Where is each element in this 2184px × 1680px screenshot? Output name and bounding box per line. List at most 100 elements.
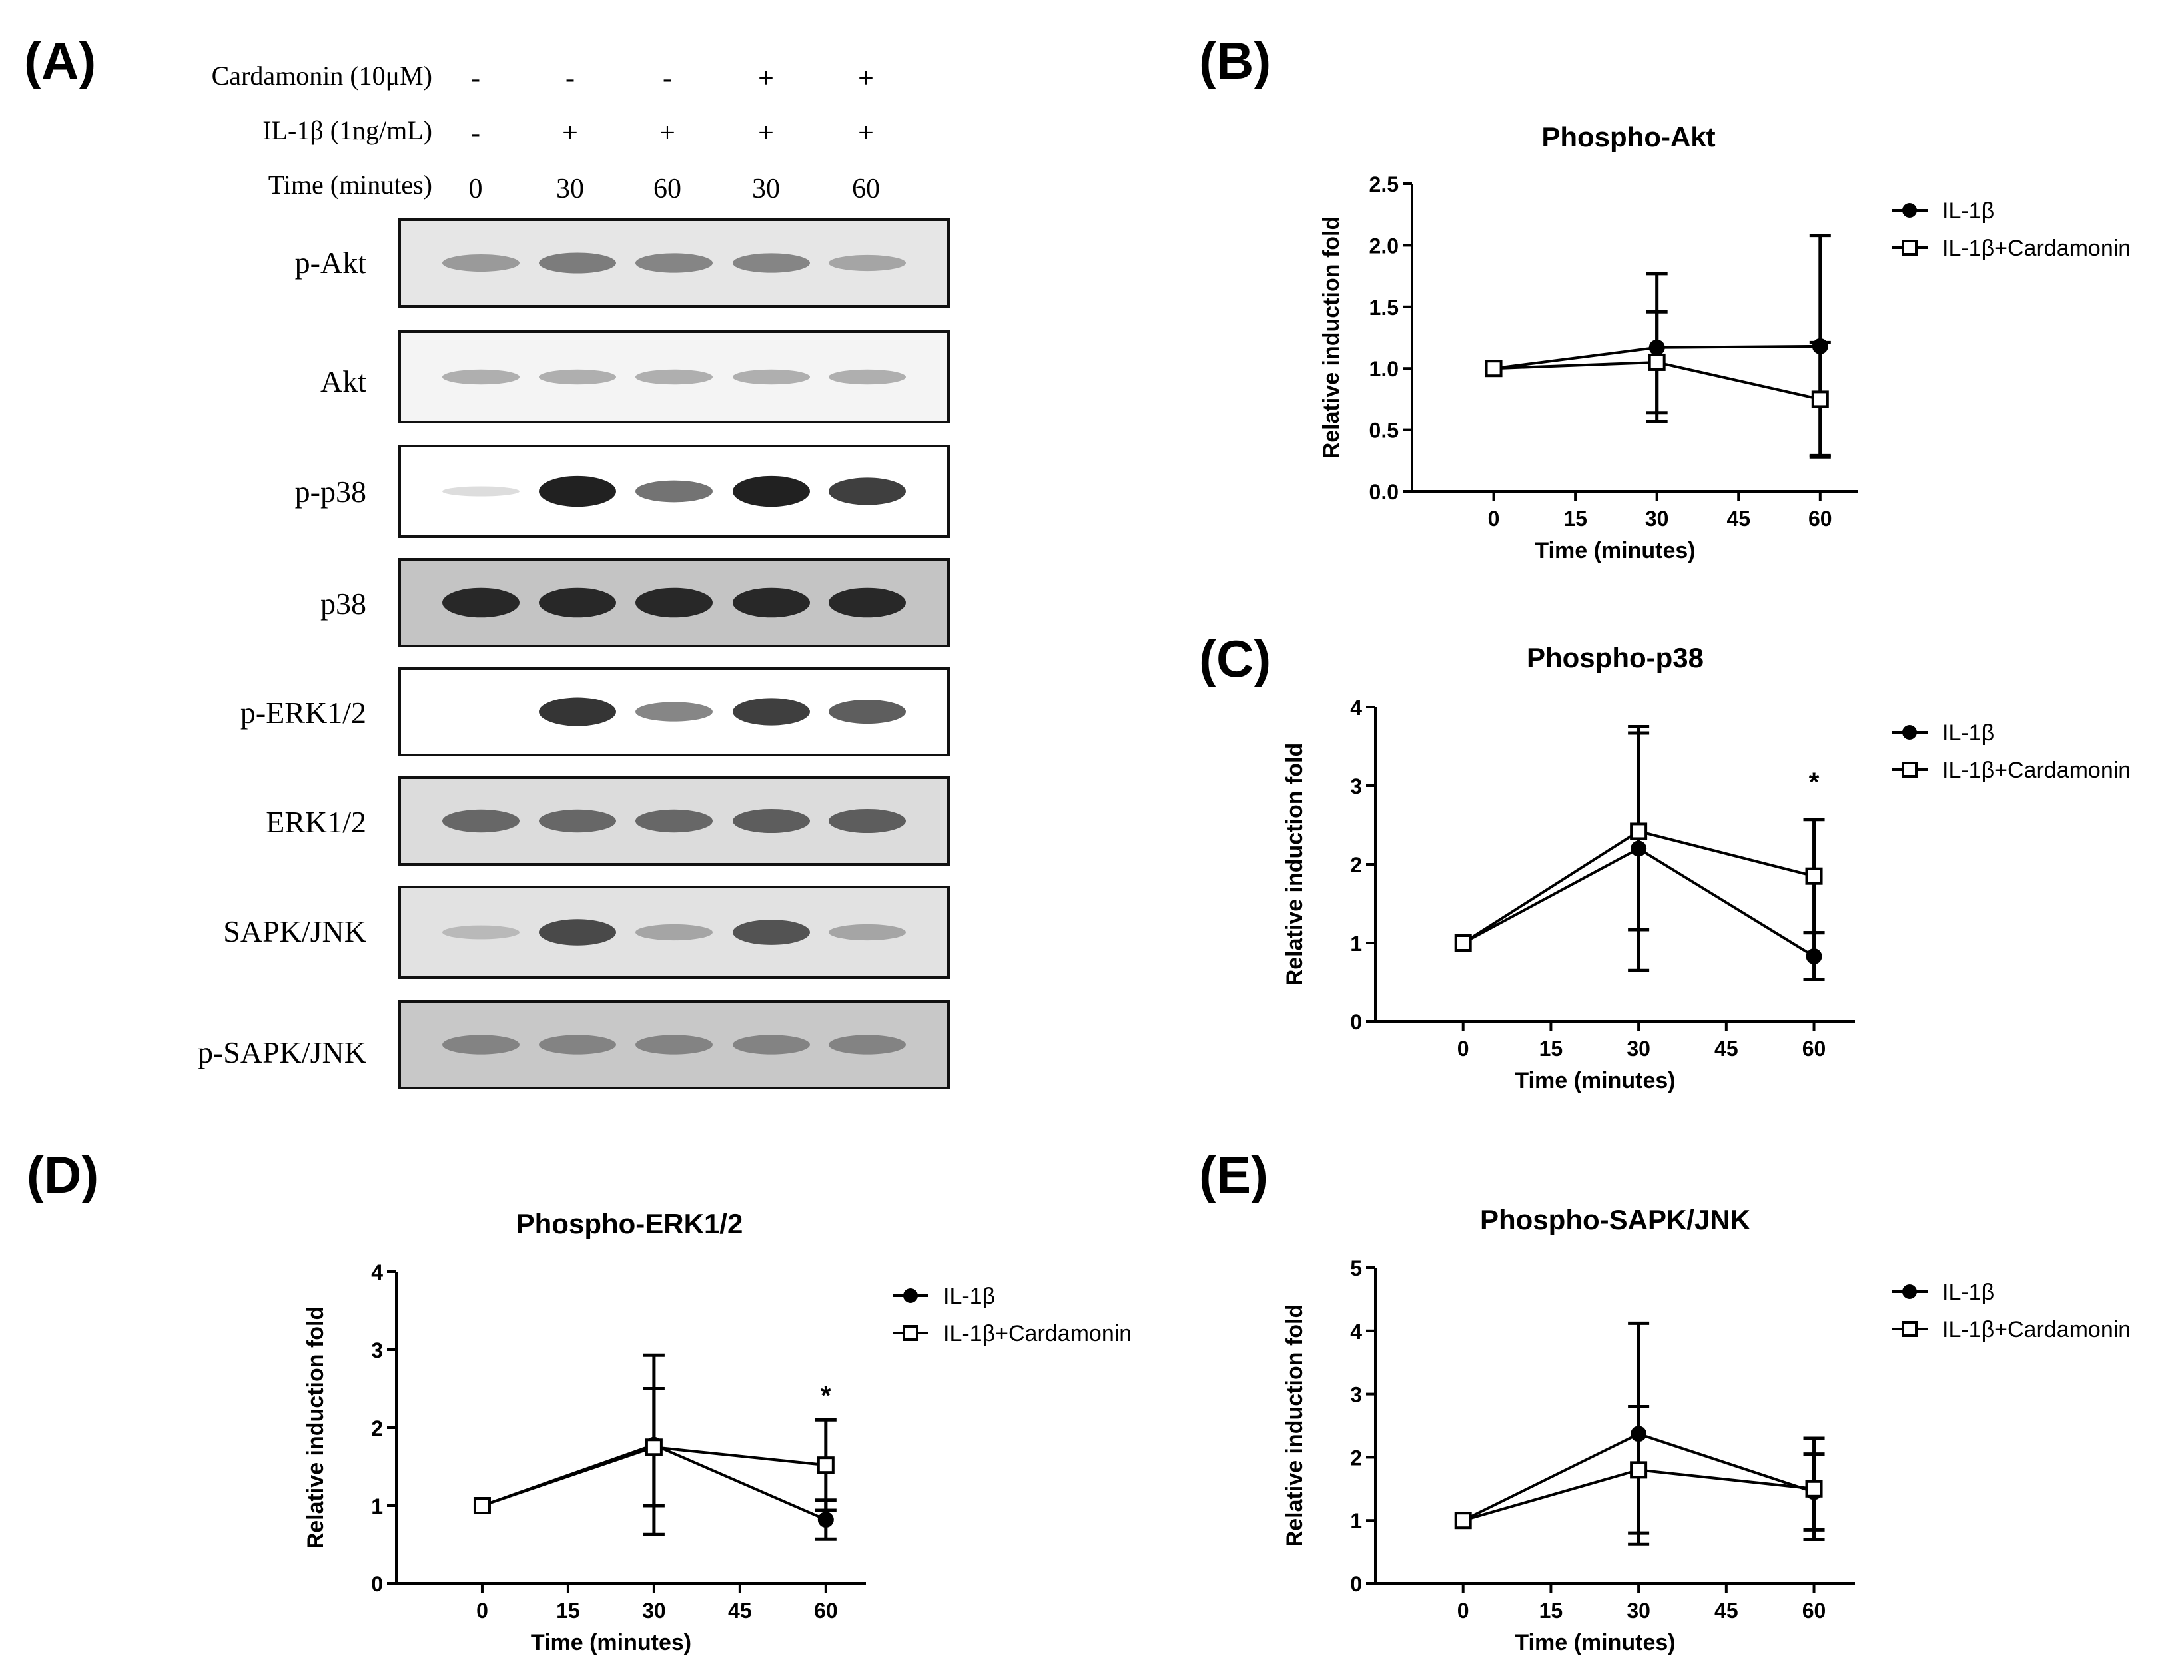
y-tick-label: 0 <box>1350 1010 1362 1034</box>
data-point-square <box>1805 867 1823 885</box>
data-point-circle <box>1631 1426 1647 1442</box>
blot-band <box>733 1035 810 1055</box>
condition-label-il1b: IL-1β (1ng/mL) <box>262 115 432 145</box>
data-point-square <box>645 1438 663 1456</box>
blot-band <box>539 697 616 726</box>
chart-c: Phospho-p38 0 1 2 3 4 0 15 30 45 60 Time (minutes) R… <box>1282 642 2131 1093</box>
significance-marker: * <box>1809 768 1820 797</box>
data-point-square <box>1630 1461 1648 1479</box>
x-tick-label: 60 <box>1802 1037 1826 1061</box>
condition-mark: 0 <box>468 174 483 204</box>
condition-mark: - <box>471 118 480 148</box>
y-tick-label: 0.0 <box>1369 480 1399 504</box>
blot-strip-p38 <box>398 558 950 647</box>
blot-row-label: p-Akt <box>294 246 366 280</box>
condition-mark: + <box>758 63 774 94</box>
condition-mark: 30 <box>556 174 584 204</box>
legend-marker <box>903 1288 918 1303</box>
y-axis-label: Relative induction fold <box>303 1306 328 1549</box>
x-tick-label: 45 <box>1714 1599 1738 1623</box>
y-tick-label: 1 <box>1350 1509 1362 1533</box>
x-tick-label: 30 <box>1627 1599 1650 1623</box>
data-point-circle <box>1806 948 1822 965</box>
y-tick-label: 2 <box>371 1416 383 1440</box>
chart-title: Phospho-p38 <box>1527 642 1704 673</box>
blot-strip-p-akt <box>398 218 950 308</box>
x-tick-label: 0 <box>1488 507 1500 531</box>
legend-label: IL-1β+Cardamonin <box>1942 236 2131 261</box>
blot-row-label: Akt <box>320 364 366 398</box>
data-point-square <box>473 1497 491 1514</box>
blot-band <box>442 809 520 833</box>
condition-mark: + <box>659 118 675 148</box>
data-point-square <box>1811 390 1829 408</box>
y-tick-label: 1.0 <box>1369 357 1399 381</box>
condition-mark: 30 <box>752 174 780 204</box>
x-axis-label: Time (minutes) <box>1515 1630 1675 1655</box>
panel-label-a: (A) <box>24 31 97 90</box>
y-tick-label: 0.5 <box>1369 419 1399 443</box>
blot-band <box>635 924 713 941</box>
y-tick-label: 1 <box>1350 932 1362 956</box>
y-tick-label: 1 <box>371 1494 383 1518</box>
blot-band <box>829 369 906 385</box>
data-point-circle <box>1631 840 1647 857</box>
condition-label-cardamonin: Cardamonin (10μM) <box>211 61 432 91</box>
data-point-square <box>1630 822 1648 840</box>
data-point-circle <box>1812 338 1828 354</box>
blot-strip-sapk-jnk <box>398 886 950 979</box>
legend-marker <box>903 1325 918 1341</box>
blot-band <box>733 587 810 618</box>
y-tick-label: 4 <box>1350 696 1362 720</box>
condition-mark: - <box>565 63 575 94</box>
chart-title: Phospho-ERK1/2 <box>516 1208 743 1239</box>
blot-strip-p-sapk-jnk <box>398 1000 950 1089</box>
condition-mark: 60 <box>852 174 880 204</box>
legend-marker <box>1902 240 1918 256</box>
x-tick-label: 0 <box>1457 1037 1469 1061</box>
blot-band <box>635 1035 713 1055</box>
blot-band <box>539 587 616 618</box>
legend-label: IL-1β <box>943 1284 995 1309</box>
significance-marker: * <box>821 1381 831 1410</box>
condition-mark: + <box>758 118 774 148</box>
y-tick-label: 1.5 <box>1369 296 1399 320</box>
panel-label-d: (D) <box>27 1145 99 1204</box>
legend-marker <box>1902 1284 1917 1299</box>
data-point-square <box>1454 1512 1472 1530</box>
blot-band <box>539 919 616 946</box>
x-axis-label: Time (minutes) <box>531 1630 691 1655</box>
y-tick-label: 5 <box>1350 1257 1362 1280</box>
x-tick-label: 30 <box>1627 1037 1650 1061</box>
blot-band <box>539 809 616 833</box>
blot-band <box>635 587 713 618</box>
x-tick-label: 60 <box>1808 507 1832 531</box>
panel-label-e: (E) <box>1199 1145 1268 1204</box>
x-tick-label: 15 <box>1563 507 1587 531</box>
blot-band <box>733 475 810 507</box>
blot-row-label: ERK1/2 <box>266 805 366 839</box>
blot-band <box>829 808 906 834</box>
y-axis-label: Relative induction fold <box>1319 216 1344 459</box>
blot-strip-p-erk <box>398 667 950 756</box>
blot-band <box>635 702 713 722</box>
blot-row-label: p38 <box>320 587 366 621</box>
y-tick-label: 2.5 <box>1369 172 1399 196</box>
blot-band <box>829 699 906 724</box>
y-axis-label: Relative induction fold <box>1282 1304 1307 1547</box>
blot-band <box>635 809 713 833</box>
chart-d: Phospho-ERK1/2 0 1 2 3 4 0 15 30 45 60 Time (minute… <box>303 1208 1132 1655</box>
blot-band <box>442 369 520 385</box>
condition-mark: 60 <box>653 174 681 204</box>
y-tick-label: 3 <box>371 1338 383 1362</box>
legend-marker <box>1902 725 1917 740</box>
x-tick-label: 60 <box>1802 1599 1826 1623</box>
y-tick-label: 2.0 <box>1369 234 1399 258</box>
x-tick-label: 15 <box>1539 1037 1563 1061</box>
chart-b: Phospho-Akt 0.0 0.5 1.0 1.5 2.0 2.5 0 15 30 45 60 Ti… <box>1319 121 2131 563</box>
legend-label: IL-1β <box>1942 198 1994 224</box>
y-axis-label: Relative induction fold <box>1282 743 1307 986</box>
x-tick-label: 45 <box>1714 1037 1738 1061</box>
blot-band <box>635 253 713 273</box>
